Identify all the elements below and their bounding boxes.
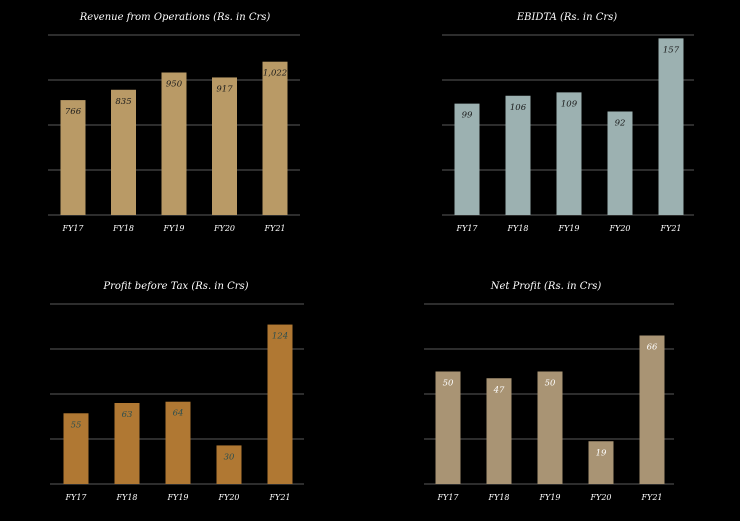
bar bbox=[639, 335, 665, 484]
bar bbox=[60, 100, 86, 215]
x-tick-label: FY17 bbox=[64, 493, 87, 502]
chart-title: Profit before Tax (Rs. in Crs) bbox=[102, 281, 248, 292]
chart-ebidta: EBIDTA (Rs. in Crs) 99 106 109 92 157 FY17 FY… bbox=[442, 12, 694, 233]
x-tick-label: FY19 bbox=[538, 493, 560, 502]
bar bbox=[165, 401, 191, 484]
data-label: 50 bbox=[443, 379, 454, 389]
bar bbox=[588, 441, 614, 484]
x-tick-label: FY20 bbox=[217, 493, 239, 502]
data-label: 99 bbox=[462, 111, 473, 121]
chart-title: Revenue from Operations (Rs. in Crs) bbox=[79, 12, 271, 23]
bar bbox=[435, 371, 461, 484]
data-label: 766 bbox=[65, 107, 82, 117]
bar bbox=[114, 403, 140, 484]
bar bbox=[486, 378, 512, 484]
data-label: 66 bbox=[647, 343, 658, 353]
bar bbox=[454, 103, 480, 215]
bar bbox=[63, 413, 89, 484]
bar bbox=[262, 61, 288, 216]
data-label: 50 bbox=[545, 379, 556, 389]
x-tick-label: FY18 bbox=[487, 493, 509, 502]
x-tick-label: FY21 bbox=[263, 224, 285, 233]
x-tick-label: FY21 bbox=[659, 224, 681, 233]
x-tick-label: FY19 bbox=[166, 493, 188, 502]
bar bbox=[607, 111, 633, 215]
data-label: 19 bbox=[596, 448, 607, 458]
data-label: 47 bbox=[493, 385, 505, 395]
data-label: 109 bbox=[561, 99, 578, 109]
data-label: 55 bbox=[71, 420, 82, 430]
x-tick-label: FY21 bbox=[640, 493, 662, 502]
data-label: 124 bbox=[272, 332, 288, 342]
chart-net-profit: Net Profit (Rs. in Crs) 50 47 50 19 66 FY17 F… bbox=[424, 281, 674, 502]
data-label: 63 bbox=[122, 410, 133, 420]
data-label: 157 bbox=[663, 45, 680, 55]
bar bbox=[111, 89, 136, 215]
bar bbox=[267, 324, 293, 484]
x-tick-label: FY20 bbox=[213, 224, 235, 233]
data-label: 835 bbox=[115, 97, 131, 107]
x-tick-label: FY20 bbox=[608, 224, 630, 233]
data-label: 1,022 bbox=[263, 69, 287, 79]
chart-revenue: Revenue from Operations (Rs. in Crs) 766… bbox=[48, 12, 300, 233]
data-label: 64 bbox=[173, 409, 184, 419]
data-label: 950 bbox=[166, 80, 183, 90]
bar bbox=[212, 77, 237, 215]
x-tick-label: FY18 bbox=[506, 224, 528, 233]
x-tick-label: FY19 bbox=[557, 224, 579, 233]
x-tick-label: FY17 bbox=[61, 224, 84, 233]
chart-title: Net Profit (Rs. in Crs) bbox=[490, 281, 602, 292]
x-tick-label: FY18 bbox=[115, 493, 137, 502]
data-label: 92 bbox=[615, 119, 626, 129]
x-tick-label: FY20 bbox=[589, 493, 611, 502]
x-tick-label: FY18 bbox=[112, 224, 134, 233]
x-tick-label: FY19 bbox=[162, 224, 184, 233]
data-label: 30 bbox=[224, 452, 235, 462]
bar bbox=[556, 92, 582, 215]
x-tick-label: FY21 bbox=[268, 493, 290, 502]
data-label: 917 bbox=[216, 84, 233, 94]
chart-profit-before-tax: Profit before Tax (Rs. in Crs) 55 63 64 30 1… bbox=[50, 281, 304, 502]
chart-title: EBIDTA (Rs. in Crs) bbox=[516, 12, 617, 23]
bar bbox=[537, 371, 563, 484]
x-tick-label: FY17 bbox=[455, 224, 478, 233]
data-label: 106 bbox=[510, 103, 527, 113]
x-tick-label: FY17 bbox=[436, 493, 459, 502]
bar bbox=[658, 38, 684, 215]
bar bbox=[216, 445, 242, 484]
bar bbox=[505, 95, 531, 215]
bar bbox=[161, 72, 187, 215]
